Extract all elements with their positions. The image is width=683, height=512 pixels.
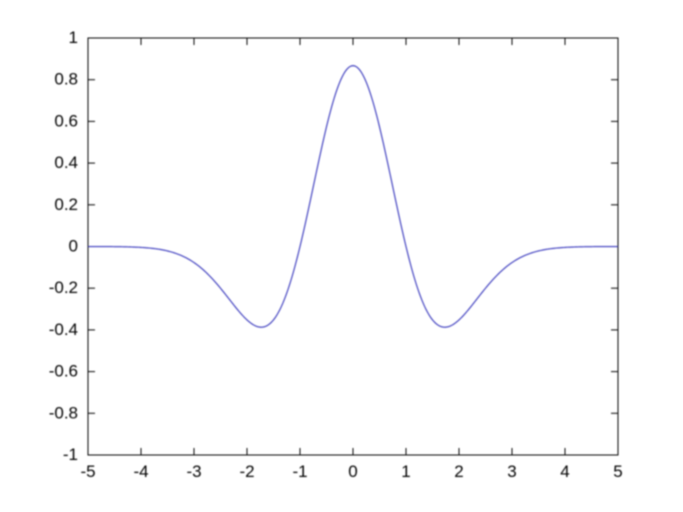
svg-text:0.6: 0.6 bbox=[54, 111, 78, 130]
svg-text:-1: -1 bbox=[292, 462, 307, 481]
svg-text:2: 2 bbox=[454, 462, 463, 481]
svg-text:0.8: 0.8 bbox=[54, 70, 78, 89]
svg-text:-0.8: -0.8 bbox=[49, 403, 78, 422]
svg-text:0: 0 bbox=[69, 237, 78, 256]
svg-text:0.2: 0.2 bbox=[54, 195, 78, 214]
svg-text:0.4: 0.4 bbox=[54, 153, 78, 172]
svg-text:-0.4: -0.4 bbox=[49, 320, 78, 339]
svg-text:-1: -1 bbox=[63, 445, 78, 464]
svg-text:-3: -3 bbox=[186, 462, 201, 481]
svg-text:-4: -4 bbox=[133, 462, 148, 481]
svg-text:0: 0 bbox=[348, 462, 357, 481]
svg-text:3: 3 bbox=[507, 462, 516, 481]
svg-text:1: 1 bbox=[401, 462, 410, 481]
svg-text:-2: -2 bbox=[239, 462, 254, 481]
svg-text:4: 4 bbox=[560, 462, 569, 481]
svg-text:-0.6: -0.6 bbox=[49, 362, 78, 381]
svg-text:1: 1 bbox=[69, 28, 78, 47]
svg-text:-0.2: -0.2 bbox=[49, 278, 78, 297]
svg-text:5: 5 bbox=[613, 462, 622, 481]
svg-text:-5: -5 bbox=[80, 462, 95, 481]
